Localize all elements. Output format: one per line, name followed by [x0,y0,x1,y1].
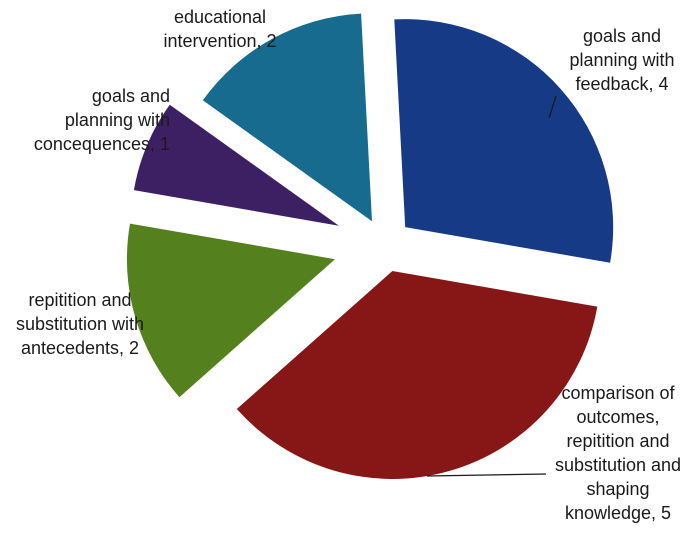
label-line: educational [173,7,267,27]
pie-slice-2 [126,223,335,398]
pie-slice-4 [202,13,372,222]
label-line: antecedents, 2 [20,338,140,358]
label-line: goals and [91,86,170,106]
label-line: planning with [569,50,675,70]
leader-lines [426,95,557,477]
label-line: substitution with [15,314,145,334]
leader-line-0 [548,95,557,119]
label-line: knowledge, 5 [564,503,672,523]
label-line: repitition and [566,431,670,451]
slice-label-educational-intervention: educational intervention, 2 [145,5,295,53]
label-line: goals and [582,26,662,46]
slice-label-repitition-antecedents: repitition and substitution with anteceden… [0,288,160,360]
slice-label-goals-planning-feedback: goals and planning with feedback, 4 [548,24,696,96]
pie-slice-1 [236,271,598,479]
label-line: repitition and [28,290,132,310]
pie-slices [126,13,614,479]
label-line: comparison of [561,383,675,403]
pie-slice-0 [394,19,614,263]
label-line: outcomes, [576,407,660,427]
label-line: feedback, 4 [575,74,669,94]
label-line: shaping [586,479,650,499]
label-line: substitution and [554,455,682,475]
slice-label-goals-planning-concequences: goals and planning with concequences, 1 [20,84,170,156]
pie-slice-3 [133,104,339,226]
label-line: intervention, 2 [163,31,277,51]
leader-line-1 [426,473,547,477]
slice-label-comparison-of-outcomes: comparison of outcomes, repitition and subs… [538,381,696,525]
label-line: planning with [64,110,170,130]
label-line: concequences, 1 [33,134,170,154]
